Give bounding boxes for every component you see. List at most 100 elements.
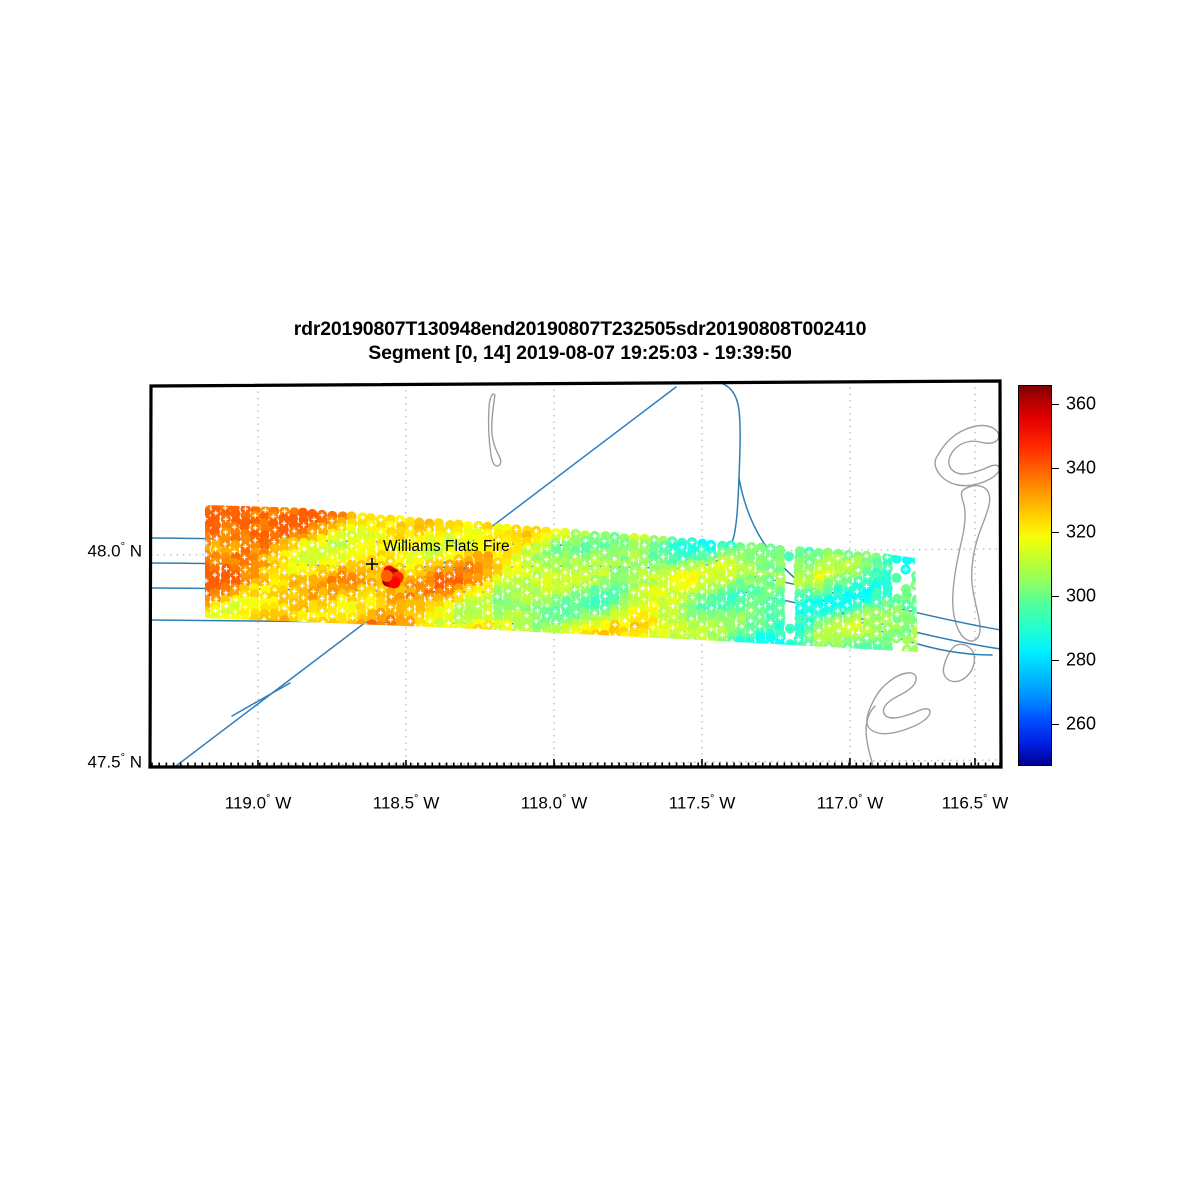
title-line-2: Segment [0, 14] 2019-08-07 19:25:03 - 19… [368, 341, 792, 364]
pixel-center-marker [515, 561, 520, 566]
x-tick-label-118-5: 118.5° W [372, 793, 440, 813]
pixel-center-marker [330, 542, 335, 548]
pixel-center-marker [738, 603, 744, 608]
pixel-center-marker [728, 565, 734, 570]
pixel-center-marker [856, 578, 861, 584]
pixel-center-marker [679, 589, 685, 594]
pixel-center-marker [485, 587, 491, 593]
pixel-center-marker [320, 572, 326, 578]
pixel-center-marker [350, 615, 355, 621]
pixel-center-marker [543, 591, 549, 597]
colorbar-label-280: 280 [1066, 649, 1097, 670]
pixel-center-marker [796, 596, 802, 601]
pixel-center-marker [447, 562, 453, 567]
colorbar-gradient [1018, 385, 1052, 766]
pixel-center-marker [846, 624, 852, 630]
pixel-center-marker [446, 620, 451, 626]
title-line-1: rdr20190807T130948end20190807T232505sdr2… [293, 318, 867, 340]
pixel-center-marker [553, 563, 559, 569]
pixel-center-marker [757, 614, 762, 620]
pixel-center-marker [494, 548, 500, 554]
pixel-center-marker [416, 531, 422, 537]
pixel-center-marker [261, 569, 267, 575]
pixel-center-marker [777, 605, 782, 611]
pixel-center-marker [592, 533, 598, 539]
pixel-center-marker [338, 537, 344, 543]
pixel-center-marker [864, 584, 869, 589]
pixel-center-marker [562, 570, 568, 575]
pixel-center-marker [379, 587, 385, 593]
pixel-center-marker [407, 618, 413, 624]
colorbar-tick-340 [1052, 468, 1059, 470]
pixel-center-marker [272, 587, 278, 593]
pixel-center-marker [456, 546, 462, 551]
colorbar-tick-320 [1052, 532, 1059, 534]
pixel-center-marker [739, 624, 745, 629]
pixel-center-marker [378, 563, 384, 569]
pixel-center-marker [592, 577, 598, 582]
y-tick-label-47-5: 47.5° N [87, 752, 142, 772]
swath-pixel [205, 518, 212, 530]
bottom-axis-ticks [151, 762, 1001, 767]
pixel-center-marker [329, 555, 335, 560]
pixel-center-marker [680, 609, 685, 614]
pixel-center-marker [583, 538, 588, 543]
pixel-center-marker [552, 575, 558, 580]
pixel-center-marker [330, 531, 336, 536]
pixel-center-marker [708, 627, 714, 632]
pixel-center-marker [485, 610, 491, 616]
pixel-center-marker [466, 586, 472, 591]
pixel-center-marker [212, 572, 218, 578]
colorbar: 360 340 320 300 280 260 [1018, 385, 1096, 766]
major-axis-ticks [257, 758, 976, 767]
pixel-center-marker [339, 549, 344, 554]
pixel-center-marker [670, 570, 675, 576]
pixel-center-marker [262, 593, 268, 599]
pixel-center-marker [563, 603, 568, 609]
pixel-center-marker [205, 578, 209, 584]
pixel-center-marker [815, 616, 821, 622]
pixel-center-marker [914, 636, 918, 642]
swath-pixel [463, 548, 474, 560]
pixel-center-marker [437, 578, 442, 584]
pixel-center-marker [222, 541, 228, 547]
pixel-center-marker [436, 568, 441, 574]
pixel-center-marker [766, 577, 772, 583]
swath-pixel [784, 623, 796, 634]
pixel-center-marker [884, 596, 890, 601]
pixel-center-marker [369, 522, 374, 528]
pixel-center-marker [291, 539, 296, 545]
pixel-center-marker [428, 595, 433, 601]
pixel-center-marker [368, 604, 374, 610]
pixel-center-marker [311, 589, 316, 594]
pixel-center-marker [728, 575, 734, 581]
pixel-center-marker [437, 555, 442, 561]
pixel-center-marker [242, 592, 247, 598]
pixel-center-marker [612, 622, 618, 628]
pixel-center-marker [504, 622, 510, 627]
pixel-center-marker [544, 613, 550, 619]
pixel-center-marker [447, 550, 452, 556]
pixel-center-marker [475, 581, 481, 587]
pixel-center-marker [486, 541, 492, 547]
pixel-center-marker [651, 537, 657, 543]
pixel-center-marker [291, 613, 296, 618]
pixel-center-marker [874, 621, 880, 626]
pixel-center-marker [679, 544, 685, 550]
pixel-center-marker [796, 637, 801, 642]
pixel-center-marker [854, 589, 860, 595]
pixel-center-marker [826, 613, 832, 619]
pixel-center-marker [534, 573, 540, 579]
pixel-center-marker [282, 508, 287, 514]
pixel-center-marker [719, 601, 725, 606]
pixel-center-marker [904, 602, 909, 608]
pixel-center-marker [758, 582, 764, 588]
pixel-center-marker [739, 549, 745, 554]
pixel-center-marker [359, 598, 365, 604]
fire-plus-marker [366, 558, 378, 570]
pixel-center-marker [242, 567, 248, 573]
pixel-center-marker [807, 559, 812, 565]
pixel-center-marker [592, 565, 598, 571]
pixel-center-marker [797, 605, 803, 611]
pixel-center-marker [720, 580, 725, 586]
